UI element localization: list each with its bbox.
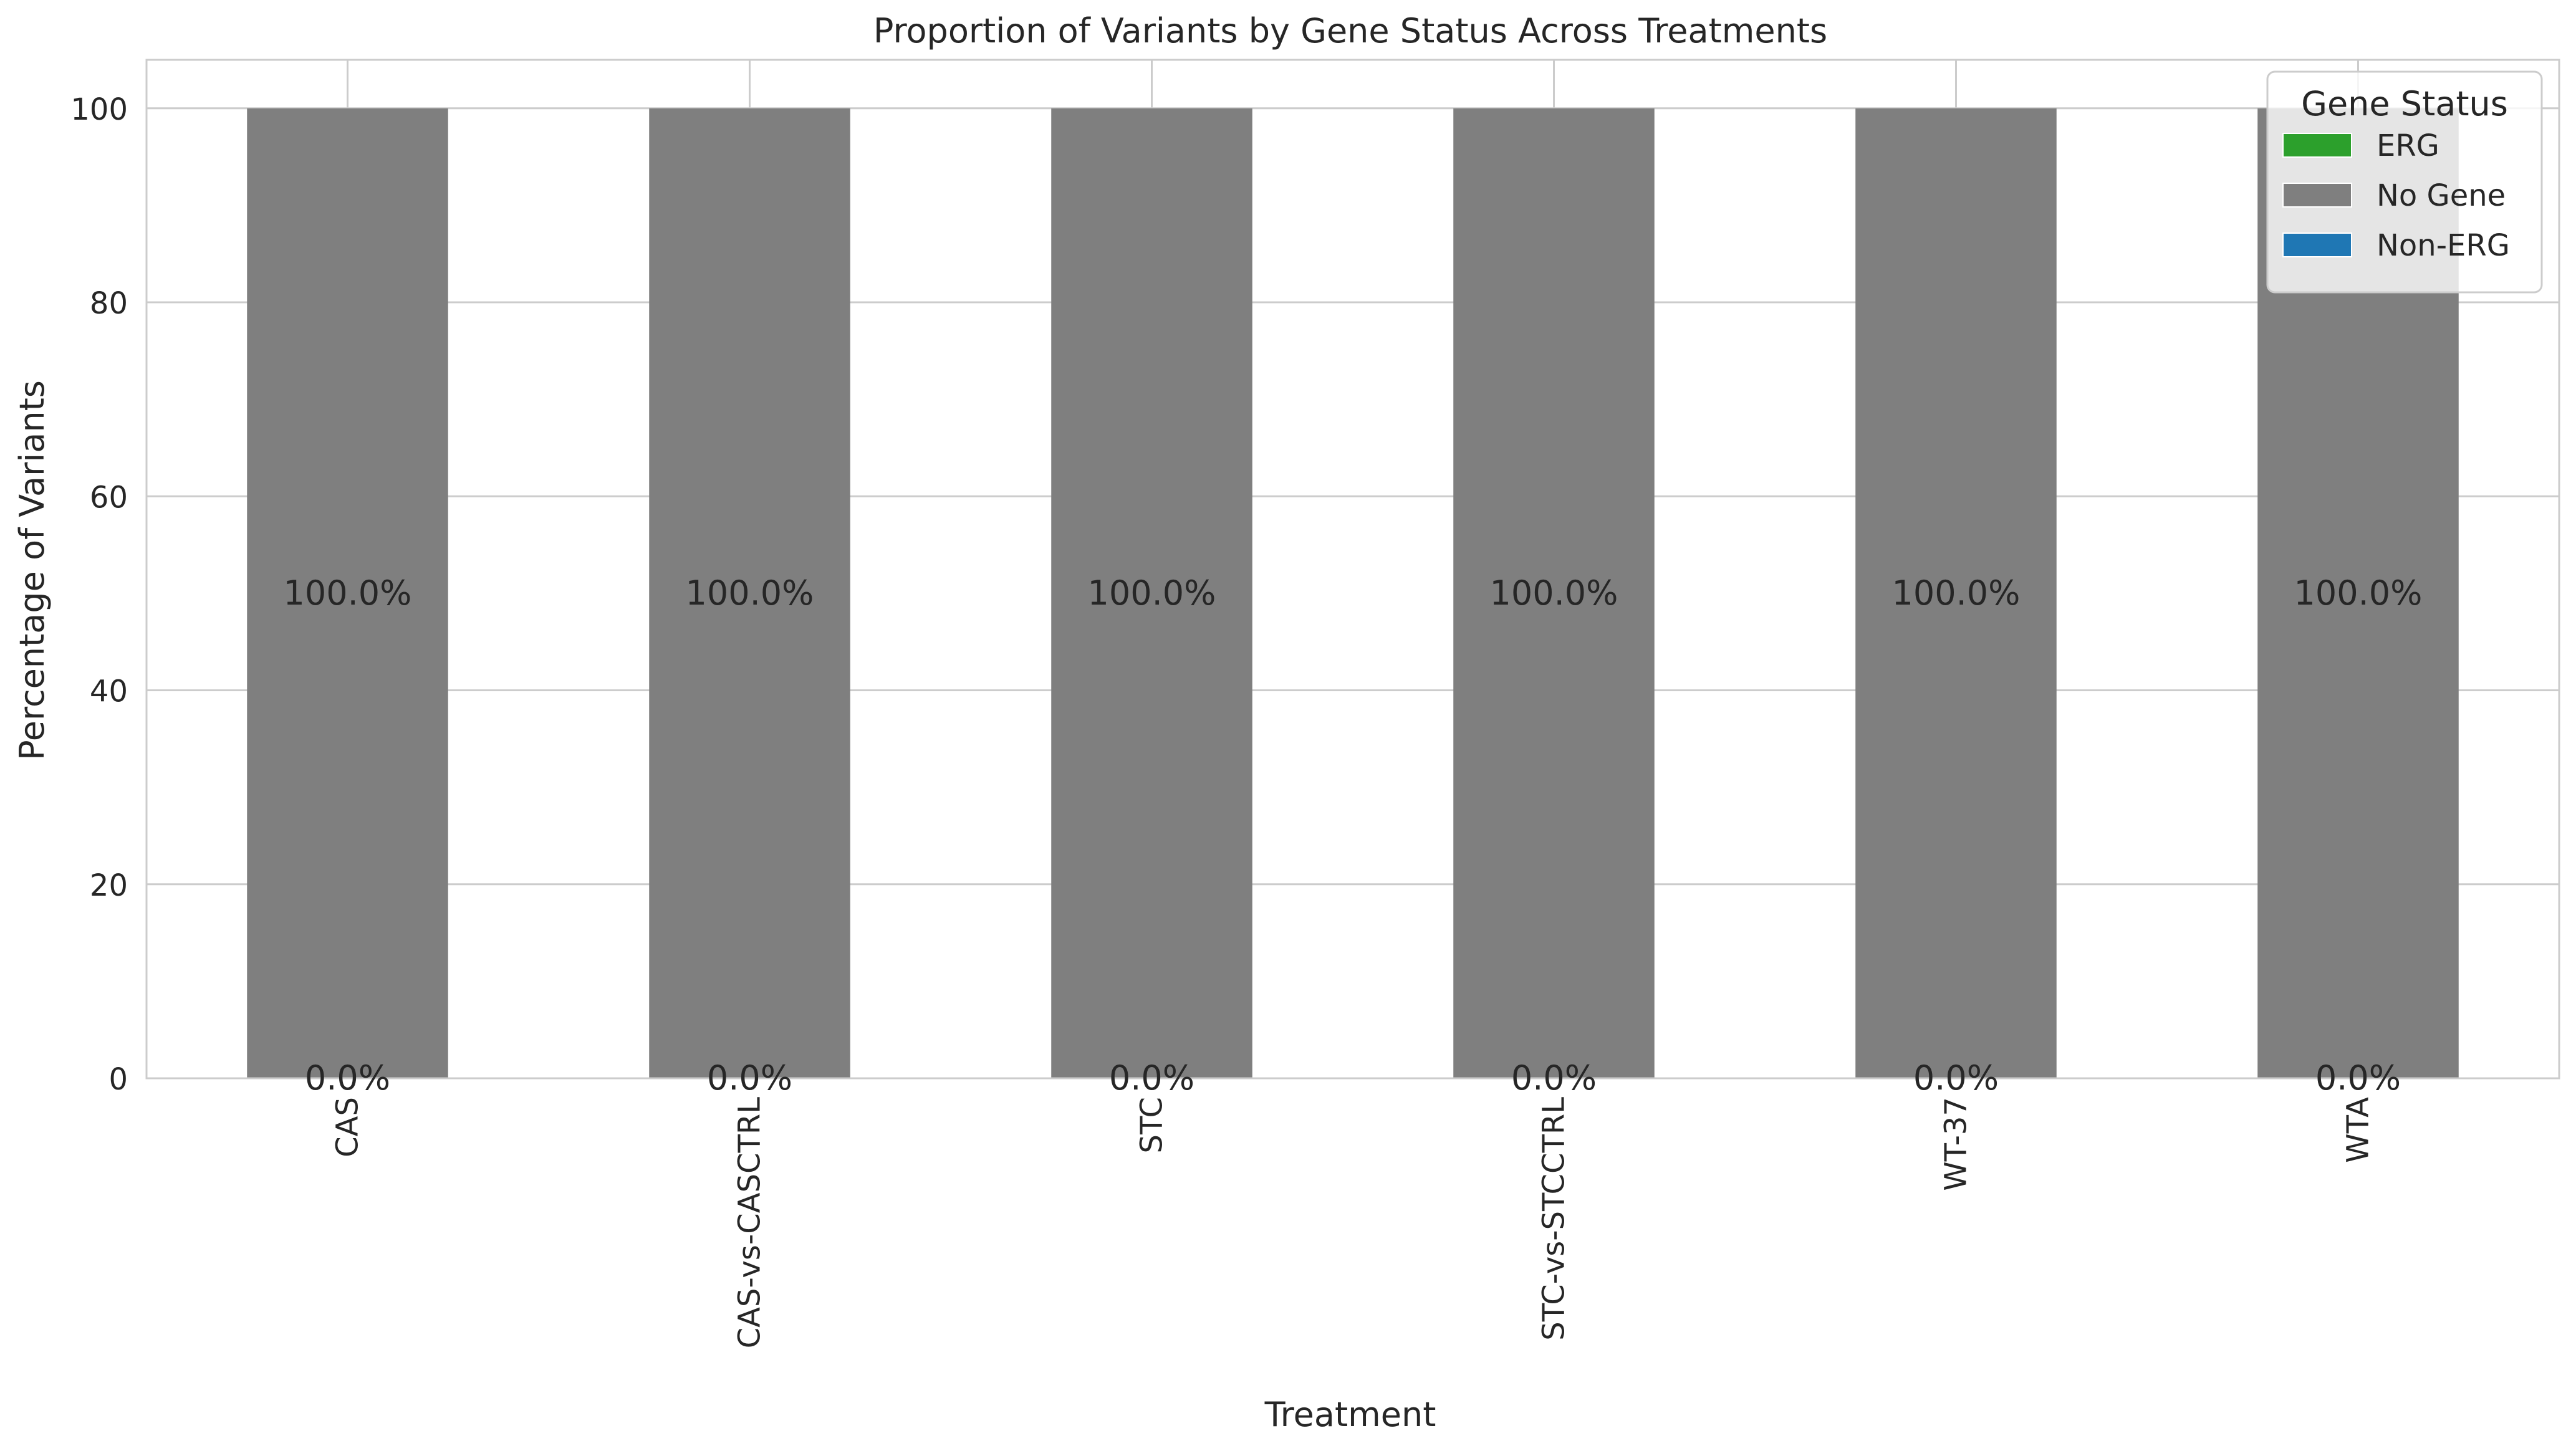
bar-value-label: 0.0% [707,1058,792,1098]
x-tick-label: WT-37 [1939,1097,1974,1191]
bar-value-label: 0.0% [305,1058,390,1098]
bar-value-label: 100.0% [1490,573,1618,613]
legend-swatch [2282,133,2352,158]
bar-no-gene [1453,108,1655,1078]
legend-label: Non-ERG [2377,228,2510,263]
y-axis-title: Percentage of Variants [12,380,52,760]
y-tick-label: 80 [90,286,128,321]
y-tick-label: 60 [90,480,128,515]
bar-no-gene [1855,108,2057,1078]
x-tick-label: STC-vs-STCCTRL [1537,1097,1572,1341]
y-tick-label: 20 [90,868,128,903]
plot-frame [145,59,2560,1080]
legend-label: ERG [2377,128,2439,163]
bar-value-label: 100.0% [1892,573,2021,613]
bar-no-gene [247,108,448,1078]
y-tick-label: 0 [108,1062,128,1097]
y-tick-label: 100 [70,92,128,127]
bar-no-gene [649,108,850,1078]
bar-value-label: 100.0% [2294,573,2423,613]
bar-value-label: 100.0% [1088,573,1216,613]
x-axis-title: Treatment [1264,1395,1436,1434]
bar-value-label: 0.0% [1511,1058,1597,1098]
bar-value-label: 0.0% [1913,1058,1999,1098]
axis-layer: 0 20 40 60 80 100 CAS CAS-vs-CASCTRL STC STC-vs-S… [70,59,2560,1349]
bar-value-label: 0.0% [1109,1058,1194,1098]
x-tick-label: CAS-vs-CASCTRL [733,1097,767,1349]
y-tick-label: 40 [90,674,128,709]
bar-value-label: 0.0% [2315,1058,2401,1098]
bar-value-label: 100.0% [686,573,814,613]
x-tick-label: WTA [2341,1097,2376,1163]
x-tick-label: CAS [330,1097,365,1157]
x-tick-label: STC [1135,1097,1170,1154]
legend-swatch [2282,183,2352,208]
legend: Gene Status ERG No Gene Non-ERG [2266,70,2543,294]
legend-title: Gene Status [2301,84,2508,123]
chart-title: Proportion of Variants by Gene Status Ac… [873,11,1827,50]
legend-label: No Gene [2377,178,2506,213]
legend-swatch [2282,232,2352,257]
bar-label-layer: 100.0% 0.0% 100.0% 0.0% 100.0% 0.0% 100.0% 0.0%… [284,573,2423,1098]
bar-value-label: 100.0% [284,573,412,613]
bar-no-gene [1051,108,1252,1078]
